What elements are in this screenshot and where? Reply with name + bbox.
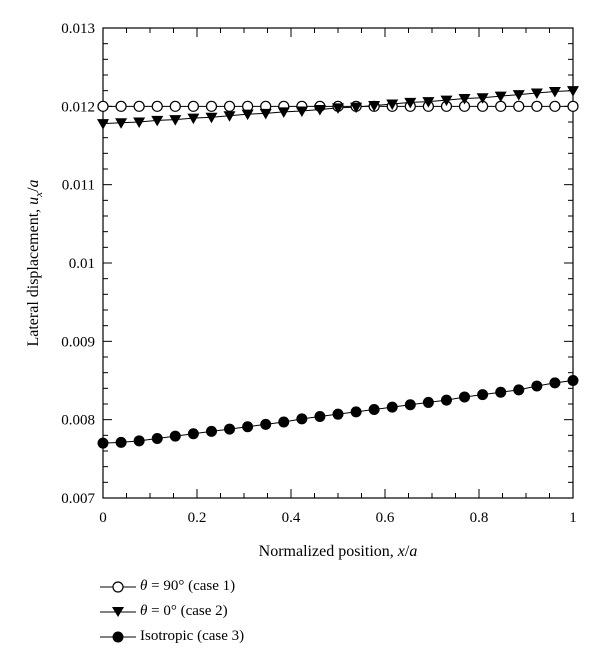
data-point-case-3	[332, 408, 344, 420]
x-tick-label: 0	[99, 510, 107, 526]
filled-triangle-marker-icon	[100, 606, 136, 617]
data-point-case-3	[495, 386, 507, 398]
y-axis-ticks: 0.007 0.008 0.009 0.01 0.011 0.012 0.013	[61, 21, 573, 507]
data-point-case-3	[549, 377, 561, 389]
data-point-case-3	[386, 401, 398, 413]
y-tick-label: 0.013	[61, 21, 95, 37]
data-point-case-1	[567, 100, 579, 112]
data-point-case-2	[223, 111, 236, 122]
data-point-case-1	[151, 100, 163, 112]
data-point-case-1	[531, 100, 543, 112]
data-point-case-2	[205, 112, 218, 124]
data-point-case-2	[548, 86, 561, 98]
data-point-case-2	[115, 118, 128, 129]
y-tick-label: 0.007	[61, 491, 95, 507]
data-point-case-2	[187, 113, 200, 125]
x-axis-ticks: 0 0.2 0.4 0.6 0.8 1	[99, 28, 577, 526]
data-point-case-3	[242, 421, 254, 433]
legend-item-case-2: θ = 0° (case 2)	[100, 599, 244, 624]
data-point-case-2	[277, 107, 290, 118]
legend-label-case-2: θ = 0° (case 2)	[140, 603, 228, 619]
data-point-case-2	[368, 101, 381, 112]
data-point-case-2	[530, 88, 543, 100]
filled-circle-marker-icon	[100, 631, 136, 642]
data-point-case-2	[169, 115, 182, 126]
data-point-case-3	[350, 406, 362, 418]
data-point-case-1	[97, 100, 109, 112]
data-point-case-2	[313, 104, 326, 116]
open-circle-marker-icon	[100, 580, 136, 593]
data-point-case-3	[115, 436, 127, 448]
x-tick-label: 1	[569, 510, 577, 526]
data-point-case-2	[259, 108, 272, 120]
legend-label-case-3: Isotropic (case 3)	[140, 628, 245, 644]
data-point-case-3	[440, 394, 452, 406]
data-point-case-1	[115, 100, 127, 112]
data-point-case-3	[404, 399, 416, 411]
data-point-case-3	[477, 389, 489, 401]
data-point-case-2	[458, 94, 471, 105]
data-point-case-2	[241, 109, 254, 121]
data-point-case-1	[549, 100, 561, 112]
data-point-case-2	[567, 86, 579, 97]
y-tick-label: 0.01	[69, 256, 95, 272]
data-point-case-3	[368, 403, 380, 415]
data-point-case-2	[350, 102, 363, 114]
data-point-case-3	[278, 416, 290, 428]
x-tick-label: 0.8	[470, 510, 489, 526]
legend-item-case-1: θ = 90° (case 1)	[100, 574, 244, 599]
x-tick-label: 0.6	[376, 510, 395, 526]
data-point-case-3	[531, 380, 543, 392]
data-point-case-1	[495, 100, 507, 112]
y-tick-label: 0.008	[61, 413, 95, 429]
data-point-case-1	[169, 100, 181, 112]
y-tick-label: 0.012	[61, 99, 95, 115]
data-point-case-2	[133, 117, 146, 128]
legend-item-case-3: Isotropic (case 3)	[100, 624, 244, 649]
data-point-case-1	[133, 100, 145, 112]
data-point-case-3	[151, 432, 163, 444]
data-point-case-3	[314, 411, 326, 423]
y-tick-label: 0.009	[61, 334, 95, 350]
data-point-case-3	[187, 428, 199, 440]
data-point-case-3	[296, 413, 308, 425]
data-point-case-1	[187, 100, 199, 112]
series-markers	[97, 86, 579, 449]
data-point-case-2	[404, 97, 417, 109]
data-point-case-1	[223, 100, 236, 112]
data-point-case-1	[205, 100, 218, 112]
data-point-case-2	[494, 91, 507, 103]
data-point-case-3	[459, 391, 471, 403]
data-point-case-3	[133, 435, 145, 447]
data-point-case-2	[512, 90, 525, 101]
x-axis-label: Normalized position, x/a	[259, 543, 418, 560]
data-point-case-3	[513, 384, 525, 396]
chart: 0 0.2 0.4 0.6 0.8 1 0.0070.0080.0090.010.0110…	[25, 21, 579, 560]
data-point-case-3	[260, 418, 272, 430]
data-point-case-2	[440, 95, 453, 107]
data-point-case-2	[97, 119, 109, 130]
data-point-case-3	[224, 423, 236, 435]
legend: θ = 90° (case 1) θ = 0° (case 2) Isotrop…	[100, 574, 244, 649]
x-tick-label: 0.2	[188, 510, 207, 526]
data-point-case-2	[151, 115, 164, 127]
data-point-case-3	[205, 425, 217, 437]
data-point-case-1	[513, 100, 525, 112]
y-axis-label: Lateral displacement, ux/a	[25, 179, 45, 346]
data-point-case-2	[476, 93, 489, 104]
x-tick-label: 0.4	[282, 510, 301, 526]
data-point-case-3	[567, 375, 579, 386]
data-point-case-3	[169, 430, 181, 442]
data-point-case-2	[386, 99, 399, 110]
data-point-case-3	[422, 396, 434, 408]
y-tick-label: 0.011	[62, 178, 95, 194]
data-point-case-3	[97, 437, 109, 449]
data-point-case-2	[422, 97, 435, 108]
data-point-case-2	[295, 106, 308, 118]
legend-label-case-1: θ = 90° (case 1)	[140, 578, 236, 594]
data-point-case-2	[332, 103, 344, 114]
